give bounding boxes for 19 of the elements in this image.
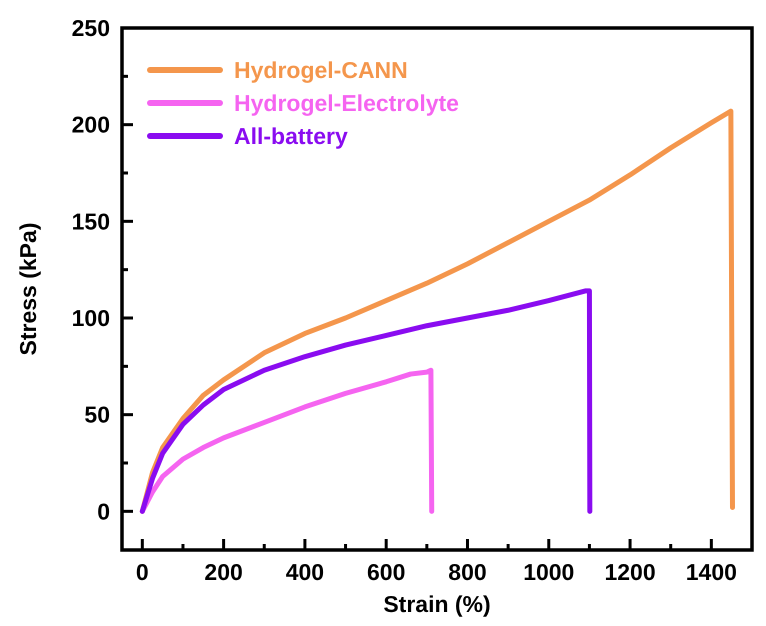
x-tick-label: 1000 (523, 559, 574, 585)
y-tick-label: 200 (72, 112, 110, 138)
legend-label: Hydrogel-CANN (234, 57, 408, 83)
x-tick-label: 200 (204, 559, 243, 585)
x-tick-label: 400 (286, 559, 324, 585)
x-tick-label: 1200 (604, 559, 656, 585)
y-tick-label: 100 (72, 305, 110, 331)
x-axis-title: Strain (%) (383, 591, 491, 617)
x-tick-label: 1400 (686, 559, 737, 585)
x-tick-label: 800 (448, 559, 487, 585)
y-tick-label: 150 (72, 208, 110, 234)
y-axis-title: Stress (kPa) (15, 222, 41, 356)
x-tick-label: 600 (367, 559, 406, 585)
y-tick-label: 50 (84, 402, 110, 428)
y-tick-label: 0 (97, 498, 110, 524)
x-tick-label: 0 (136, 559, 149, 585)
legend-label: All-battery (234, 123, 348, 149)
y-tick-label: 250 (72, 15, 110, 41)
legend-label: Hydrogel-Electrolyte (234, 90, 459, 116)
